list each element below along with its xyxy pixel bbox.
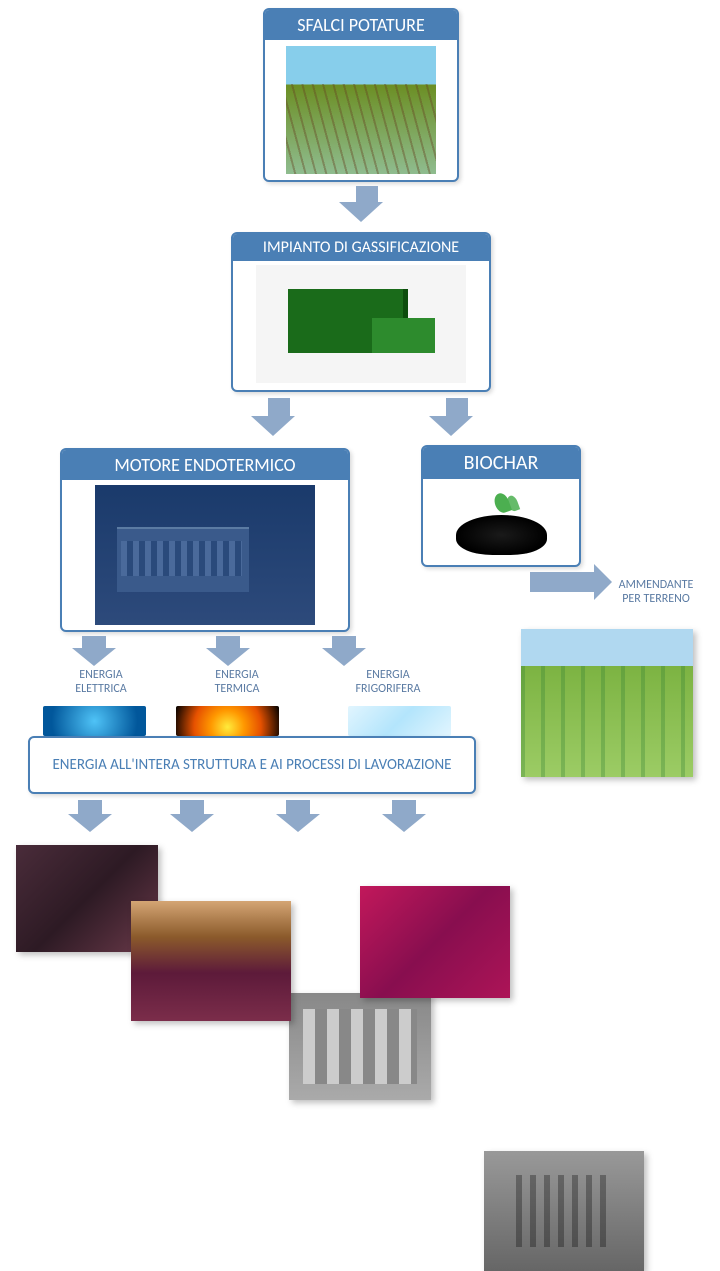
process-fermentation-vats-image xyxy=(131,901,291,1021)
gasification-plant-image xyxy=(256,265,466,383)
vineyard-soil-amendment-image xyxy=(521,629,693,777)
node-sfalci-header: SFALCI POTATURE xyxy=(265,10,457,40)
label-energia-elettrica: ENERGIA ELETTRICA xyxy=(56,668,146,697)
arrow-motore-to-elettrica xyxy=(82,636,116,666)
node-biochar: BIOCHAR xyxy=(421,445,581,567)
label-ammendante-per-terreno: AMMENDANTE PER TERRENO xyxy=(596,578,716,607)
arrow-impianto-to-motore xyxy=(262,398,295,436)
node-impianto-header: IMPIANTO DI GASSIFICAZIONE xyxy=(233,234,489,261)
label-energia-frigorifera: ENERGIA FRIGORIFERA xyxy=(338,668,438,697)
energia-elettrica-image xyxy=(43,706,146,736)
arrow-impianto-to-biochar xyxy=(440,398,473,436)
arrow-banner-out-3 xyxy=(286,800,320,832)
node-sfalci-potature: SFALCI POTATURE xyxy=(263,8,459,182)
arrow-motore-to-frigorifera xyxy=(332,636,366,666)
arrow-banner-out-4 xyxy=(392,800,426,832)
arrow-motore-to-termica xyxy=(216,636,250,666)
endothermic-engine-image xyxy=(95,485,315,625)
biochar-pile-image xyxy=(436,483,566,563)
banner-text: ENERGIA ALL'INTERA STRUTTURA E AI PROCES… xyxy=(52,756,451,774)
process-bottling-line-image xyxy=(484,1151,644,1271)
process-steel-tanks-image xyxy=(289,993,431,1100)
arrow-banner-out-1 xyxy=(78,800,112,832)
arrow-biochar-to-ammendante xyxy=(530,572,550,592)
vineyard-prunings-image xyxy=(286,46,436,174)
banner-energia-struttura: ENERGIA ALL'INTERA STRUTTURA E AI PROCES… xyxy=(28,736,476,794)
node-motore-endotermico: MOTORE ENDOTERMICO xyxy=(60,448,350,632)
energia-termica-image xyxy=(176,706,279,736)
arrow-sfalci-to-impianto xyxy=(350,186,383,222)
label-energia-termica: ENERGIA TERMICA xyxy=(192,668,282,697)
process-grape-juice-image xyxy=(360,886,510,998)
node-biochar-header: BIOCHAR xyxy=(423,447,579,479)
energia-frigorifera-image xyxy=(348,706,451,736)
arrow-banner-out-2 xyxy=(180,800,214,832)
node-motore-header: MOTORE ENDOTERMICO xyxy=(62,450,348,480)
node-impianto-gassificazione: IMPIANTO DI GASSIFICAZIONE xyxy=(231,232,491,392)
